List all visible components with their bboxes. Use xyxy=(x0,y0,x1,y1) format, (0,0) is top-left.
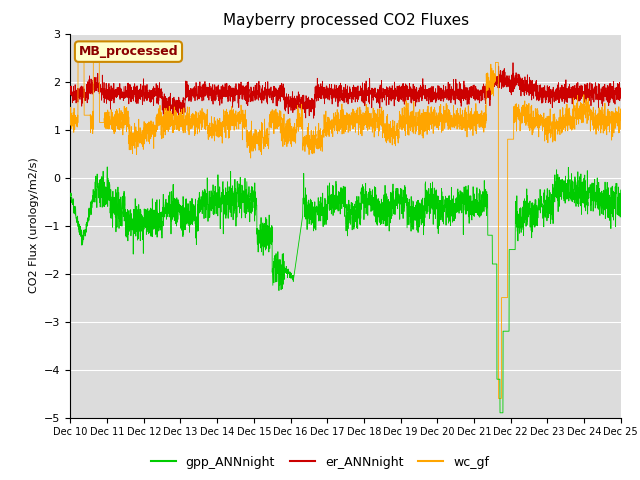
Title: Mayberry processed CO2 Fluxes: Mayberry processed CO2 Fluxes xyxy=(223,13,468,28)
Text: MB_processed: MB_processed xyxy=(79,45,179,58)
Y-axis label: CO2 Flux (urology/m2/s): CO2 Flux (urology/m2/s) xyxy=(29,158,38,293)
Legend: gpp_ANNnight, er_ANNnight, wc_gf: gpp_ANNnight, er_ANNnight, wc_gf xyxy=(145,451,495,474)
